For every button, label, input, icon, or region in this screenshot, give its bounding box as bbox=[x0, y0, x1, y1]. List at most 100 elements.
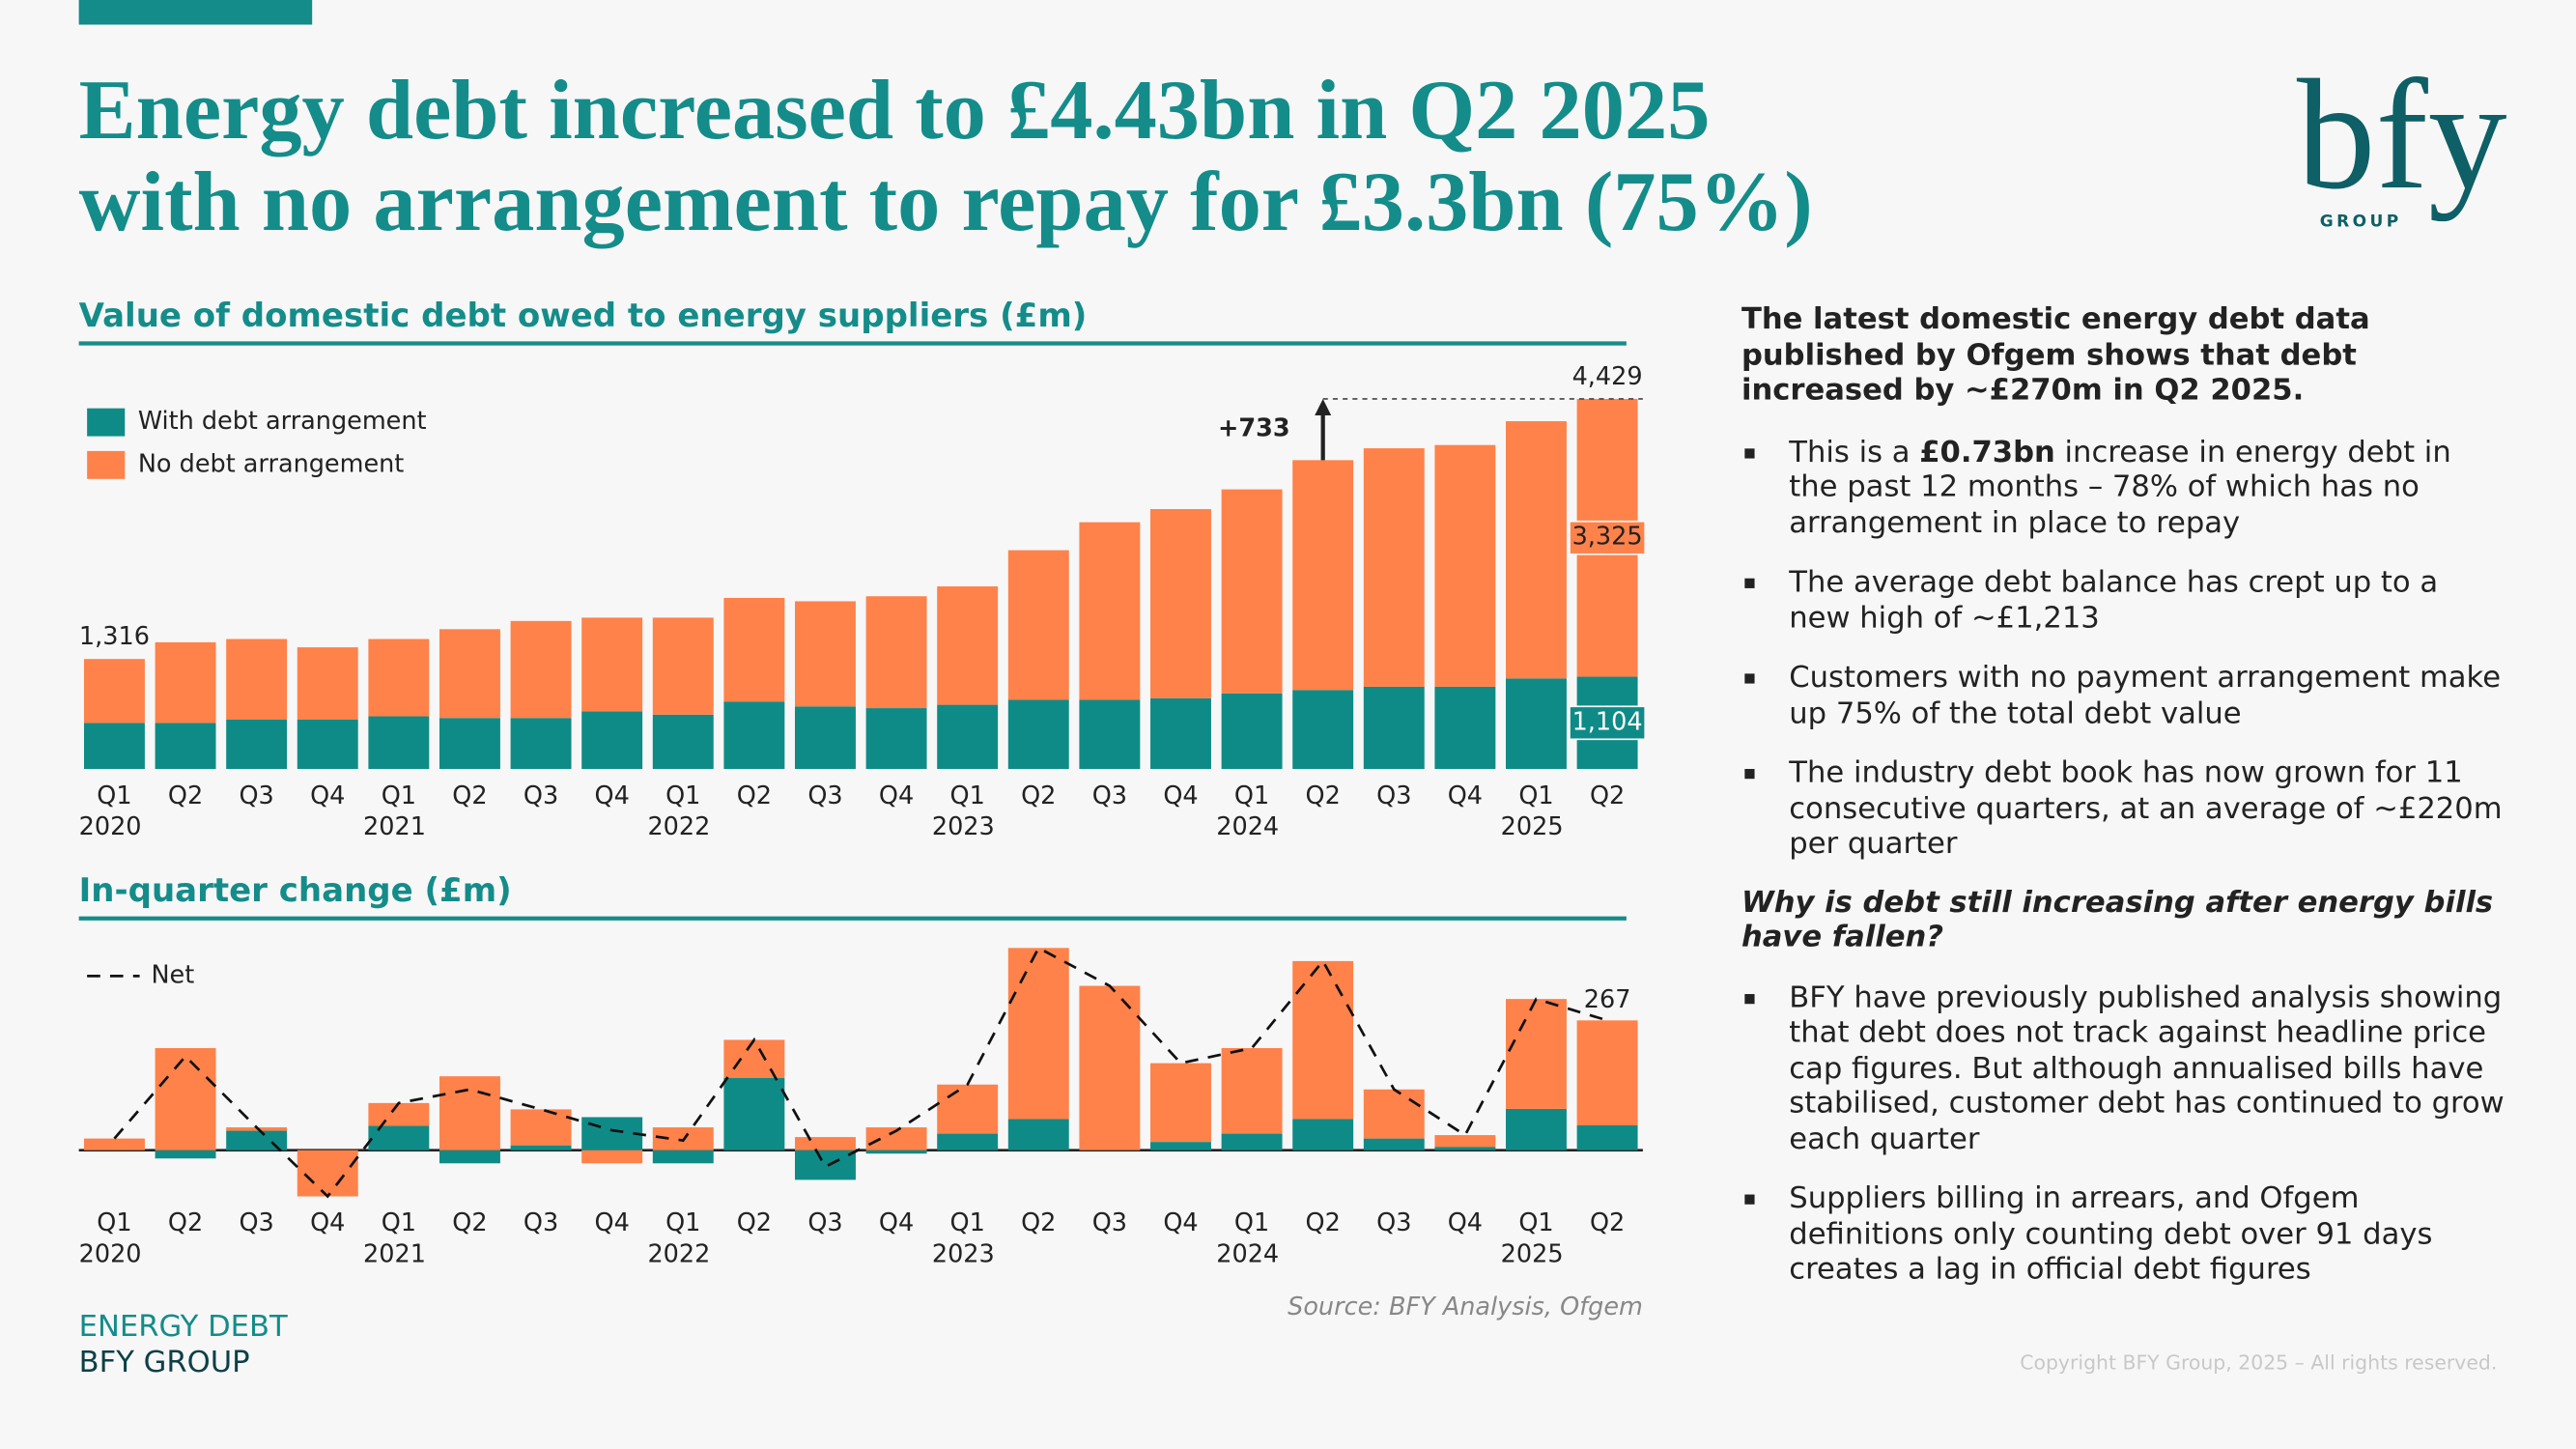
bar-segment bbox=[1576, 1125, 1638, 1151]
bar-segment bbox=[1150, 1063, 1211, 1143]
x-group-label: 2022 bbox=[647, 812, 710, 841]
x-group-label: 2021 bbox=[363, 812, 426, 841]
bar-segment bbox=[1363, 1089, 1425, 1139]
bar-segment bbox=[1363, 686, 1425, 770]
bar-segment bbox=[795, 706, 856, 770]
x-tick-label: Q1 bbox=[97, 781, 131, 810]
legend-key bbox=[87, 408, 126, 437]
bullet-emphasis: £0.73bn bbox=[1919, 434, 2055, 469]
x-group-label: 2025 bbox=[1501, 1239, 1564, 1268]
x-tick-label: Q3 bbox=[524, 781, 558, 810]
bullet-marker bbox=[1744, 993, 1755, 1004]
x-group-label: 2024 bbox=[1216, 812, 1279, 841]
bar-segment bbox=[1007, 948, 1069, 1120]
bar-segment bbox=[937, 704, 999, 770]
x-tick-label: Q3 bbox=[1092, 1208, 1127, 1237]
x-group-label: 2020 bbox=[79, 1239, 142, 1268]
bar-segment bbox=[1221, 693, 1283, 770]
x-tick-label: Q1 bbox=[1234, 781, 1269, 810]
bar-segment bbox=[723, 1039, 785, 1078]
data-label-box bbox=[1569, 705, 1647, 741]
bar-segment bbox=[297, 647, 358, 720]
bar-segment bbox=[439, 1076, 500, 1151]
bar-segment bbox=[1363, 448, 1425, 687]
x-tick-label: Q3 bbox=[524, 1208, 558, 1237]
bar-segment bbox=[1292, 1119, 1354, 1151]
bar-segment bbox=[937, 1084, 999, 1134]
x-group-label: 2023 bbox=[932, 1239, 995, 1268]
x-tick-label: Q3 bbox=[807, 1208, 842, 1237]
bar-segment bbox=[368, 716, 430, 770]
bar-segment bbox=[155, 1047, 216, 1151]
bar-segment bbox=[1506, 421, 1567, 679]
x-tick-label: Q2 bbox=[168, 1208, 203, 1237]
bullet-list: BFY have previously published analysis s… bbox=[1741, 980, 2505, 1288]
x-tick-label: Q2 bbox=[1306, 1208, 1341, 1237]
bar-segment bbox=[439, 718, 500, 770]
bar-segment bbox=[368, 639, 430, 717]
bar-segment bbox=[865, 1127, 927, 1151]
commentary: The latest domestic energy debt data pub… bbox=[1741, 302, 2505, 1288]
bullet-marker bbox=[1744, 673, 1755, 684]
bar-segment bbox=[83, 723, 145, 770]
x-tick-label: Q2 bbox=[168, 781, 203, 810]
bar-segment bbox=[581, 711, 643, 770]
x-tick-label: Q4 bbox=[879, 1208, 914, 1237]
bullet: This is a £0.73bn increase in energy deb… bbox=[1741, 435, 2505, 541]
bar-segment bbox=[510, 1109, 572, 1146]
x-group-label: 2021 bbox=[363, 1239, 426, 1268]
bar-segment bbox=[1506, 678, 1567, 770]
bar-segment bbox=[1079, 699, 1141, 770]
bar-segment bbox=[795, 1150, 856, 1180]
bar-segment bbox=[723, 701, 785, 770]
bullet-text: The industry debt book has now grown for… bbox=[1789, 755, 2503, 862]
bar-segment bbox=[1007, 699, 1069, 770]
x-tick-label: Q4 bbox=[310, 781, 345, 810]
bullet: The average debt balance has crept up to… bbox=[1741, 565, 2505, 636]
x-tick-label: Q4 bbox=[595, 781, 630, 810]
bar-segment bbox=[1292, 460, 1354, 691]
source: Source: BFY Analysis, Ofgem bbox=[1288, 1293, 1643, 1321]
bar-segment bbox=[510, 1145, 572, 1151]
bar-segment bbox=[510, 718, 572, 770]
bullet: Customers with no payment arrangement ma… bbox=[1741, 661, 2505, 731]
bar-segment bbox=[1150, 509, 1211, 698]
bar-segment bbox=[1079, 985, 1141, 1151]
footer-brand: BFY GROUP bbox=[79, 1346, 250, 1379]
x-tick-label: Q3 bbox=[1092, 781, 1127, 810]
bullet-text: BFY have previously published analysis s… bbox=[1789, 980, 2505, 1156]
data-label: 267 bbox=[1584, 985, 1631, 1014]
x-group-label: 2022 bbox=[647, 1239, 710, 1268]
x-tick-label: Q1 bbox=[1234, 1208, 1269, 1237]
x-tick-label: Q1 bbox=[950, 781, 985, 810]
bullet-marker bbox=[1744, 769, 1755, 780]
headline-line: with no arrangement to repay for £3.3bn … bbox=[78, 156, 1813, 250]
bar-segment bbox=[1506, 1108, 1567, 1151]
x-tick-label: Q1 bbox=[665, 1208, 700, 1237]
x-tick-label: Q2 bbox=[452, 781, 487, 810]
bullet-text: This is a bbox=[1789, 434, 1920, 469]
bar-segment bbox=[368, 1102, 430, 1126]
bar-segment bbox=[1079, 522, 1141, 700]
footer-topic: ENERGY DEBT bbox=[79, 1310, 288, 1344]
bar-segment bbox=[155, 641, 216, 724]
total-label: 4,429 bbox=[1572, 362, 1643, 391]
bar-segment bbox=[581, 617, 643, 712]
bar-segment bbox=[1007, 550, 1069, 700]
x-tick-label: Q2 bbox=[1021, 1208, 1056, 1237]
accent-bar bbox=[78, 0, 313, 25]
data-label: 1,104 bbox=[1572, 707, 1643, 736]
chart-title: Value of domestic debt owed to energy su… bbox=[79, 297, 1088, 335]
bullet-text: The average debt balance has crept up to… bbox=[1789, 565, 2439, 636]
legend-label: Net bbox=[151, 960, 194, 989]
x-tick-label: Q1 bbox=[665, 781, 700, 810]
x-tick-label: Q2 bbox=[1590, 1208, 1625, 1237]
bar-segment bbox=[1506, 999, 1567, 1109]
bullet-marker bbox=[1744, 1194, 1755, 1205]
change-label: +733 bbox=[1218, 414, 1290, 443]
bar-segment bbox=[439, 629, 500, 719]
bullet-text: increase in energy debt in the past 12 m… bbox=[1789, 434, 2451, 540]
bar-segment bbox=[1150, 697, 1211, 770]
bar-segment bbox=[1434, 1147, 1496, 1151]
x-tick-label: Q1 bbox=[382, 781, 416, 810]
